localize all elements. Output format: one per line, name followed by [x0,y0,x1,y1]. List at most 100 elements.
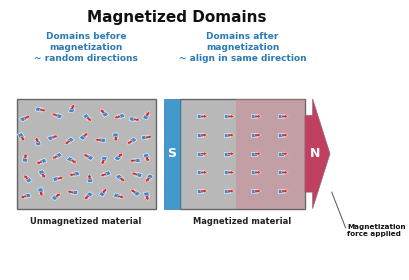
Polygon shape [101,156,107,162]
Polygon shape [131,172,138,176]
Polygon shape [142,114,150,120]
Text: Magnetized material: Magnetized material [193,217,292,226]
Polygon shape [145,157,150,162]
Polygon shape [144,192,150,197]
Polygon shape [282,133,288,137]
Polygon shape [101,111,109,117]
Polygon shape [129,159,136,163]
Polygon shape [103,171,111,176]
Polygon shape [38,188,44,193]
Polygon shape [278,133,284,137]
Polygon shape [66,157,74,163]
Polygon shape [66,137,74,143]
Polygon shape [228,152,234,156]
Polygon shape [278,171,284,174]
Polygon shape [228,189,234,193]
Polygon shape [197,189,203,193]
Polygon shape [70,159,77,163]
FancyBboxPatch shape [236,99,305,209]
Polygon shape [100,109,106,114]
Polygon shape [72,171,80,176]
Polygon shape [35,107,43,112]
Polygon shape [101,159,106,165]
Polygon shape [114,115,121,119]
Text: N: N [310,147,320,160]
Polygon shape [83,154,90,158]
Polygon shape [84,195,90,200]
Polygon shape [99,190,106,197]
Polygon shape [24,116,30,120]
Polygon shape [255,171,261,174]
Polygon shape [99,138,106,142]
Polygon shape [278,189,284,193]
Polygon shape [228,115,234,118]
Polygon shape [117,113,125,119]
Polygon shape [197,133,203,137]
Polygon shape [35,140,41,146]
Polygon shape [23,153,28,159]
Polygon shape [251,152,257,156]
Polygon shape [85,192,93,198]
Polygon shape [251,189,257,193]
Polygon shape [36,160,43,164]
Polygon shape [52,113,58,117]
Polygon shape [86,117,91,121]
Polygon shape [228,171,234,174]
Polygon shape [52,135,58,139]
Polygon shape [69,173,76,177]
Polygon shape [129,137,137,143]
Polygon shape [133,190,140,196]
Polygon shape [146,177,151,182]
Polygon shape [71,190,78,195]
Polygon shape [100,173,107,177]
Polygon shape [127,140,133,144]
Polygon shape [224,115,230,118]
Polygon shape [133,158,140,163]
Polygon shape [145,195,150,200]
Polygon shape [141,135,148,140]
Text: S: S [168,147,177,160]
Polygon shape [119,177,125,181]
Polygon shape [47,135,55,141]
Polygon shape [114,155,122,161]
Polygon shape [85,154,94,160]
Polygon shape [87,174,92,179]
Polygon shape [129,117,136,122]
Polygon shape [70,104,75,109]
Polygon shape [201,171,207,174]
Polygon shape [65,140,71,144]
Polygon shape [251,115,257,118]
Text: Domains after
magnetization
~ align in same direction: Domains after magnetization ~ align in s… [179,32,306,64]
Polygon shape [282,152,288,156]
Polygon shape [130,189,137,193]
Polygon shape [38,170,45,176]
Polygon shape [20,116,27,122]
Polygon shape [67,190,74,194]
Polygon shape [113,193,121,199]
Polygon shape [20,136,25,141]
Polygon shape [54,152,63,158]
Polygon shape [24,175,29,180]
Polygon shape [255,115,261,118]
Polygon shape [201,115,207,118]
Polygon shape [83,114,90,120]
Polygon shape [145,111,150,116]
Polygon shape [35,137,40,143]
Polygon shape [113,136,118,142]
Polygon shape [197,115,203,118]
Polygon shape [117,153,122,158]
Polygon shape [39,158,47,164]
Polygon shape [135,172,142,178]
Polygon shape [224,152,230,156]
Polygon shape [17,133,25,139]
Polygon shape [282,189,288,193]
FancyBboxPatch shape [17,99,155,209]
Polygon shape [305,99,330,209]
Polygon shape [224,171,230,174]
Text: Unmagnetized material: Unmagnetized material [30,217,142,226]
Polygon shape [282,171,288,174]
Polygon shape [278,152,284,156]
Polygon shape [143,153,150,159]
Polygon shape [255,189,261,193]
Polygon shape [228,133,234,137]
